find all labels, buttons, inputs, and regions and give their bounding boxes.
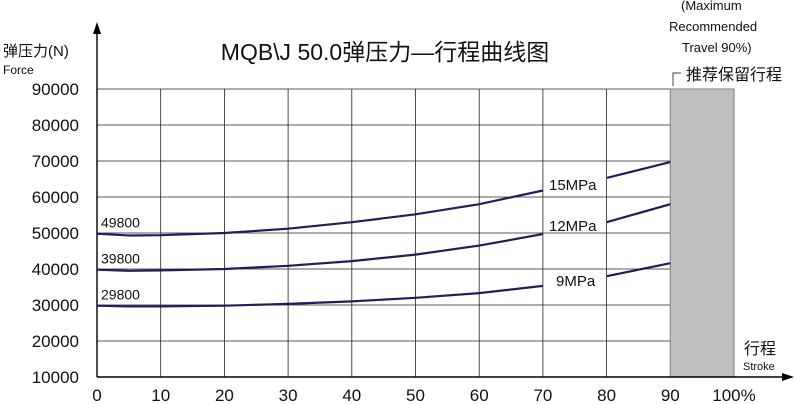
reserved-label-leader [672, 72, 681, 86]
reserved-label-en-3: Travel 90%) [682, 40, 752, 55]
y-tick-label: 90000 [32, 80, 79, 99]
y-axis-label-cn: 弹压力(N) [3, 43, 69, 60]
y-tick-label: 60000 [32, 188, 79, 207]
series-start-label: 29800 [101, 287, 140, 303]
y-tick-label: 30000 [32, 296, 79, 315]
x-tick-label: 50 [406, 386, 425, 404]
series-line [96, 233, 544, 272]
x-tick-label: 0 [92, 386, 101, 404]
reserved-label-cn: 推荐保留行程 [686, 66, 782, 84]
x-tick-label: 80 [597, 386, 616, 404]
x-axis-label-en: Stroke [743, 361, 775, 373]
x-tick-label: 60 [470, 386, 489, 404]
y-tick-label: 80000 [32, 116, 79, 135]
y-axis-label-en: Force [3, 63, 34, 77]
x-tick-label: 30 [279, 386, 298, 404]
series-start-label: 49800 [101, 215, 140, 231]
series-line [606, 203, 671, 224]
y-axis-arrow [93, 22, 101, 34]
x-tick-label: 10 [151, 386, 170, 404]
series-15mpa: 49800 15MPa [96, 161, 671, 237]
series-line [96, 284, 544, 308]
series-9mpa: 29800 9MPa [96, 262, 671, 308]
tick-labels: 0 10 20 30 40 50 60 70 80 90 100% 10000 20000 30000 40… [32, 80, 756, 404]
series-name-label: 12MPa [549, 218, 597, 235]
x-tick-label: 20 [215, 386, 234, 404]
y-tick-label: 20000 [32, 332, 79, 351]
series-name-label: 15MPa [549, 177, 597, 194]
series-line [606, 161, 671, 179]
x-tick-label: 40 [342, 386, 361, 404]
axes [93, 22, 794, 381]
series-name-label: 9MPa [556, 273, 596, 290]
series-line [606, 262, 671, 278]
series-line [96, 189, 544, 237]
x-tick-label: 100% [712, 386, 755, 404]
y-tick-label: 40000 [32, 260, 79, 279]
reserved-label-en-2: Recommended [669, 19, 757, 34]
x-axis-arrow [782, 373, 794, 381]
x-tick-label: 70 [533, 386, 552, 404]
y-tick-label: 70000 [32, 152, 79, 171]
series-start-label: 39800 [101, 251, 140, 267]
chart-title: MQB\J 50.0弹压力—行程曲线图 [221, 39, 549, 65]
series-12mpa: 39800 12MPa [96, 203, 671, 272]
x-axis-label-cn: 行程 [744, 340, 776, 358]
x-tick-label: 90 [661, 386, 680, 404]
reserved-label-en-1: (Maximum [681, 0, 742, 13]
series-group: 49800 15MPa 39800 12MPa 29800 9MPa [96, 161, 671, 308]
reserved-stroke-region [669, 88, 735, 378]
y-tick-label: 10000 [32, 368, 79, 387]
y-tick-label: 50000 [32, 224, 79, 243]
